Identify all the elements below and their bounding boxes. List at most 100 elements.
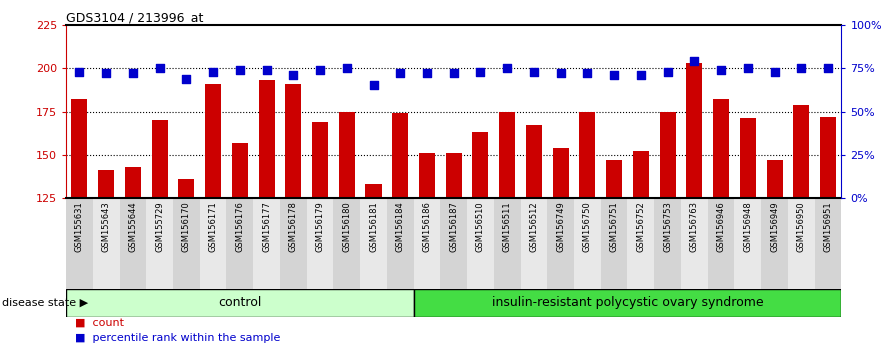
Bar	[392, 113, 408, 198]
Bar	[580, 112, 596, 198]
Point	[633, 72, 648, 78]
Point	[366, 82, 381, 88]
Point	[72, 69, 86, 74]
Bar	[120, 198, 146, 289]
Point	[233, 67, 247, 73]
Bar	[205, 84, 221, 198]
Bar	[627, 198, 655, 289]
Point	[527, 69, 541, 74]
Text: GSM155729: GSM155729	[155, 201, 164, 252]
Bar	[258, 80, 275, 198]
Bar	[226, 198, 253, 289]
Text: GSM156511: GSM156511	[503, 201, 512, 252]
Text: GSM156753: GSM156753	[663, 201, 672, 252]
Bar	[552, 148, 568, 198]
Text: GSM156752: GSM156752	[636, 201, 646, 252]
Point	[767, 69, 781, 74]
Point	[687, 58, 701, 64]
Bar	[366, 184, 381, 198]
Text: GSM156176: GSM156176	[235, 201, 244, 252]
Text: GSM156180: GSM156180	[343, 201, 352, 252]
Bar	[178, 179, 195, 198]
Point	[260, 67, 274, 73]
Bar	[788, 198, 815, 289]
Bar	[472, 132, 488, 198]
Bar	[333, 198, 360, 289]
Bar	[815, 198, 841, 289]
Text: GSM156178: GSM156178	[289, 201, 298, 252]
Bar	[740, 119, 756, 198]
Bar	[547, 198, 574, 289]
Bar	[633, 152, 649, 198]
Text: disease state ▶: disease state ▶	[2, 298, 88, 308]
Bar	[339, 112, 355, 198]
Bar	[307, 198, 333, 289]
Point	[741, 65, 755, 71]
Text: GSM156512: GSM156512	[529, 201, 538, 252]
Text: GSM155631: GSM155631	[75, 201, 84, 252]
Text: ■  count: ■ count	[75, 318, 124, 327]
Bar	[66, 198, 93, 289]
Bar	[413, 289, 841, 317]
Bar	[152, 120, 167, 198]
Bar	[71, 99, 87, 198]
Text: GSM156948: GSM156948	[744, 201, 752, 252]
Bar	[419, 153, 435, 198]
Point	[393, 70, 407, 76]
Text: GSM156187: GSM156187	[449, 201, 458, 252]
Bar	[280, 198, 307, 289]
Bar	[606, 160, 622, 198]
Bar	[285, 84, 301, 198]
Point	[152, 65, 167, 71]
Bar	[793, 104, 810, 198]
Point	[553, 70, 567, 76]
Text: GSM156179: GSM156179	[315, 201, 324, 252]
Bar	[655, 198, 681, 289]
Bar	[521, 198, 547, 289]
Bar	[574, 198, 601, 289]
Text: GSM155643: GSM155643	[101, 201, 111, 252]
Bar	[146, 198, 173, 289]
Point	[821, 65, 835, 71]
Bar	[387, 198, 413, 289]
Bar	[467, 198, 494, 289]
Point	[340, 65, 354, 71]
Point	[581, 70, 595, 76]
Text: GSM156750: GSM156750	[583, 201, 592, 252]
Text: GSM156171: GSM156171	[209, 201, 218, 252]
Point	[447, 70, 461, 76]
Bar	[253, 198, 280, 289]
Text: GSM156181: GSM156181	[369, 201, 378, 252]
Text: GDS3104 / 213996_at: GDS3104 / 213996_at	[66, 11, 204, 24]
Point	[500, 65, 515, 71]
Point	[313, 67, 327, 73]
Point	[420, 70, 434, 76]
Bar	[735, 198, 761, 289]
Bar	[413, 198, 440, 289]
Bar	[66, 289, 413, 317]
Bar	[601, 198, 627, 289]
Point	[714, 67, 728, 73]
Text: GSM156951: GSM156951	[824, 201, 833, 252]
Text: GSM156749: GSM156749	[556, 201, 565, 252]
Point	[180, 76, 194, 81]
Text: GSM156510: GSM156510	[476, 201, 485, 252]
Bar	[93, 198, 120, 289]
Bar	[713, 99, 729, 198]
Bar	[360, 198, 387, 289]
Text: ■  percentile rank within the sample: ■ percentile rank within the sample	[75, 333, 280, 343]
Text: GSM156177: GSM156177	[262, 201, 271, 252]
Text: control: control	[218, 296, 262, 309]
Point	[473, 69, 487, 74]
Text: GSM156763: GSM156763	[690, 201, 699, 252]
Text: GSM155644: GSM155644	[129, 201, 137, 252]
Bar	[707, 198, 735, 289]
Point	[661, 69, 675, 74]
Bar	[494, 198, 521, 289]
Point	[100, 70, 114, 76]
Bar	[446, 153, 462, 198]
Bar	[312, 122, 328, 198]
Text: insulin-resistant polycystic ovary syndrome: insulin-resistant polycystic ovary syndr…	[492, 296, 763, 309]
Bar	[173, 198, 200, 289]
Text: GSM156170: GSM156170	[181, 201, 191, 252]
